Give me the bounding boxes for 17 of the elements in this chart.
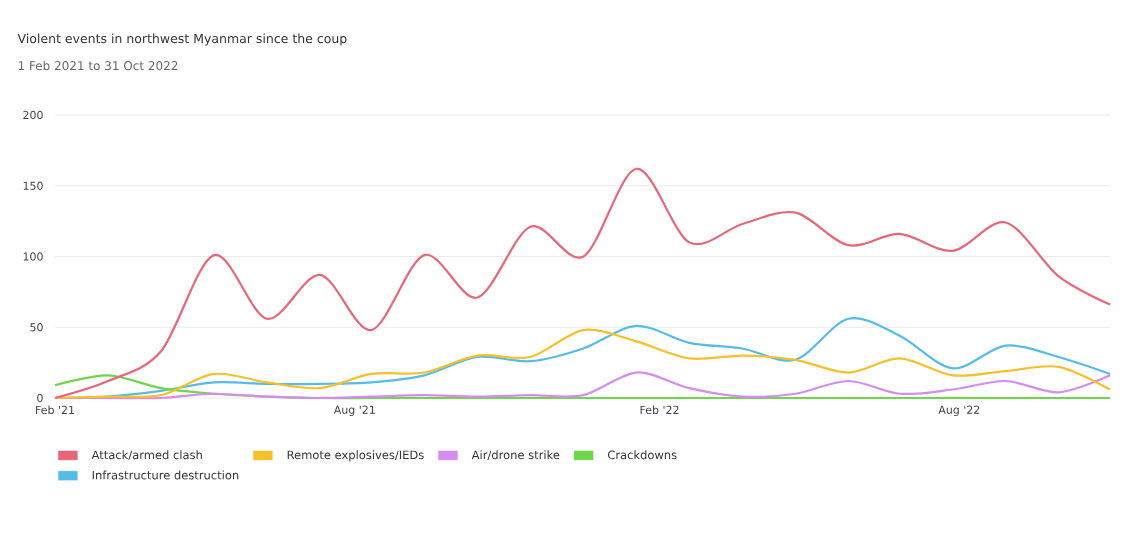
y-tick-label: 50: [30, 323, 43, 332]
x-tick-label: Feb '22: [640, 405, 679, 415]
chart-subtitle: 1 Feb 2021 to 31 Oct 2022: [18, 60, 178, 71]
y-tick-label: 200: [23, 110, 43, 120]
y-tick-label: 0: [37, 393, 43, 403]
legend-label: Air/drone strike: [471, 450, 560, 461]
y-tick-label: 150: [23, 181, 43, 190]
chart-title: Violent events in northwest Myanmar since the coup: [17, 33, 347, 46]
x-tick-label: Aug '22: [938, 405, 980, 416]
x-tick-label: Feb '21: [36, 405, 74, 415]
legend-label: Crackdowns: [607, 450, 677, 460]
line-series: [53, 167, 1112, 400]
y-tick-label: 100: [23, 252, 43, 261]
legend-label: Infrastructure destruction: [92, 470, 239, 480]
legend-label: Attack/armed clash: [91, 450, 202, 461]
legend-label: Remote explosives/IEDs: [287, 450, 424, 462]
x-tick-label: Aug '21: [333, 405, 375, 416]
